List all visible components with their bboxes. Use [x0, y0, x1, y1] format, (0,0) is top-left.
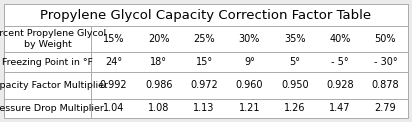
Text: 2.79: 2.79	[375, 103, 396, 113]
Text: - 30°: - 30°	[374, 57, 397, 67]
Text: 1.47: 1.47	[329, 103, 351, 113]
Text: 15°: 15°	[196, 57, 213, 67]
Text: 18°: 18°	[150, 57, 167, 67]
Text: 40%: 40%	[329, 34, 351, 44]
Text: Pressure Drop Multiplier: Pressure Drop Multiplier	[0, 104, 104, 113]
Text: 1.26: 1.26	[284, 103, 305, 113]
Text: 0.878: 0.878	[372, 80, 399, 90]
Text: 0.986: 0.986	[145, 80, 173, 90]
Text: Capacity Factor Multiplier: Capacity Factor Multiplier	[0, 81, 108, 90]
Text: - 5°: - 5°	[331, 57, 349, 67]
Text: 0.960: 0.960	[236, 80, 263, 90]
Text: 50%: 50%	[375, 34, 396, 44]
Text: 0.928: 0.928	[326, 80, 354, 90]
Text: 35%: 35%	[284, 34, 305, 44]
Text: 0.992: 0.992	[100, 80, 127, 90]
Text: 1.21: 1.21	[239, 103, 260, 113]
Text: 1.13: 1.13	[194, 103, 215, 113]
Text: 0.972: 0.972	[190, 80, 218, 90]
Text: 24°: 24°	[105, 57, 122, 67]
Text: 20%: 20%	[148, 34, 170, 44]
Text: 30%: 30%	[239, 34, 260, 44]
Text: 9°: 9°	[244, 57, 255, 67]
Text: Percent Propylene Glycol
by Weight: Percent Propylene Glycol by Weight	[0, 29, 106, 49]
Text: 25%: 25%	[193, 34, 215, 44]
Text: 15%: 15%	[103, 34, 124, 44]
Text: Propylene Glycol Capacity Correction Factor Table: Propylene Glycol Capacity Correction Fac…	[40, 9, 372, 21]
Text: 5°: 5°	[289, 57, 300, 67]
Text: 1.08: 1.08	[148, 103, 169, 113]
Text: 0.950: 0.950	[281, 80, 309, 90]
Text: 1.04: 1.04	[103, 103, 124, 113]
Text: Freezing Point in °F: Freezing Point in °F	[2, 58, 93, 67]
